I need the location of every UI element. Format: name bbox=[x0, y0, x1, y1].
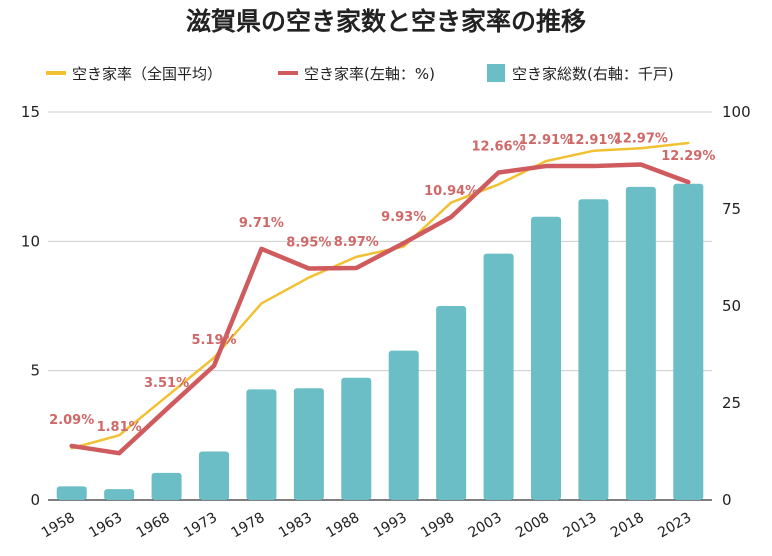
x-axis-tick-label: 1988 bbox=[323, 510, 362, 542]
data-label-shiga-rate: 12.91% bbox=[519, 133, 573, 148]
bar-series bbox=[56, 183, 704, 501]
bar-vacant-total bbox=[56, 486, 87, 500]
data-label-shiga-rate: 12.66% bbox=[471, 140, 525, 155]
x-axis-tick-label: 1968 bbox=[134, 510, 173, 542]
x-axis-tick-label: 1993 bbox=[371, 510, 410, 542]
legend-label-shiga-rate: 空き家率(左軸：%) bbox=[304, 65, 435, 83]
data-label-shiga-rate: 1.81% bbox=[97, 420, 142, 435]
x-axis-tick-label: 2003 bbox=[466, 510, 505, 542]
chart-title: 滋賀県の空き家数と空き家率の推移 bbox=[186, 7, 586, 36]
data-label-shiga-rate: 3.51% bbox=[144, 376, 189, 391]
left-axis-ticks: 0 5 10 15 bbox=[21, 103, 40, 509]
legend-swatch-vacant-total bbox=[487, 64, 505, 82]
x-axis-tick-label: 1983 bbox=[276, 510, 315, 542]
x-axis-tick-label: 2013 bbox=[561, 510, 600, 542]
bar-vacant-total bbox=[293, 388, 324, 500]
bar-vacant-total bbox=[199, 451, 229, 500]
line-shiga-rate bbox=[69, 162, 691, 456]
data-label-shiga-rate: 2.09% bbox=[49, 413, 94, 428]
x-axis-ticks: 1958 1963 1968 1973 1978 1983 1988 1993 1998 2003… bbox=[39, 510, 694, 542]
x-axis-tick-label: 1978 bbox=[229, 510, 268, 542]
legend-label-vacant-total: 空き家総数(右軸：千戸) bbox=[512, 65, 674, 83]
bar-vacant-total bbox=[436, 306, 467, 500]
data-label-shiga-rate: 5.19% bbox=[191, 333, 236, 348]
x-axis-tick-label: 1998 bbox=[418, 510, 457, 542]
bar-vacant-total bbox=[578, 199, 609, 501]
data-label-shiga-rate: 12.29% bbox=[661, 149, 715, 164]
line-national-rate bbox=[70, 141, 690, 450]
data-label-shiga-rate: 8.97% bbox=[334, 235, 379, 250]
data-labels: 2.09% 1.81% 3.51% 5.19% 9.71%8.95% 8.97%9.93%… bbox=[49, 132, 715, 436]
left-axis-tick-label: 0 bbox=[30, 491, 40, 509]
right-axis-tick-label: 50 bbox=[722, 297, 741, 315]
right-axis-ticks: 0 25 50 75 100 bbox=[722, 103, 751, 509]
data-label-shiga-rate: 12.97% bbox=[614, 132, 668, 147]
right-axis-tick-label: 100 bbox=[722, 103, 751, 121]
data-label-shiga-rate: 10.94% bbox=[424, 184, 478, 199]
x-axis-tick-label: 1973 bbox=[181, 510, 220, 542]
legend: 空き家率（全国平均） 空き家率(左軸：%) 空き家総数(右軸：千戸) bbox=[46, 64, 674, 83]
bar-vacant-total bbox=[483, 253, 514, 500]
data-label-shiga-rate: 12.91% bbox=[566, 133, 620, 148]
x-axis-tick-label: 1958 bbox=[39, 510, 78, 542]
left-axis-tick-label: 15 bbox=[21, 103, 40, 121]
right-axis-tick-label: 75 bbox=[722, 200, 741, 218]
left-axis-tick-label: 5 bbox=[30, 362, 40, 380]
left-axis-tick-label: 10 bbox=[21, 232, 40, 250]
x-axis-tick-label: 2008 bbox=[513, 510, 552, 542]
data-label-shiga-rate: 8.95% bbox=[286, 235, 331, 250]
line-series bbox=[69, 141, 691, 456]
data-label-shiga-rate: 9.93% bbox=[381, 210, 426, 225]
right-axis-tick-label: 0 bbox=[722, 491, 732, 509]
legend-label-national: 空き家率（全国平均） bbox=[72, 65, 222, 83]
bar-vacant-total bbox=[246, 389, 277, 500]
bar-vacant-total bbox=[388, 350, 419, 500]
x-axis-tick-label: 2023 bbox=[655, 510, 694, 542]
bar-vacant-total bbox=[104, 489, 135, 500]
right-axis-tick-label: 25 bbox=[722, 394, 741, 412]
gridlines bbox=[48, 111, 712, 501]
x-axis-tick-label: 1963 bbox=[86, 510, 125, 542]
bar-vacant-total bbox=[673, 183, 704, 500]
data-label-shiga-rate: 9.71% bbox=[239, 216, 284, 231]
bar-vacant-total bbox=[531, 216, 561, 500]
x-axis-tick-label: 2018 bbox=[608, 510, 647, 542]
bar-vacant-total bbox=[151, 472, 182, 500]
bar-vacant-total bbox=[625, 186, 656, 500]
bar-vacant-total bbox=[341, 377, 372, 500]
